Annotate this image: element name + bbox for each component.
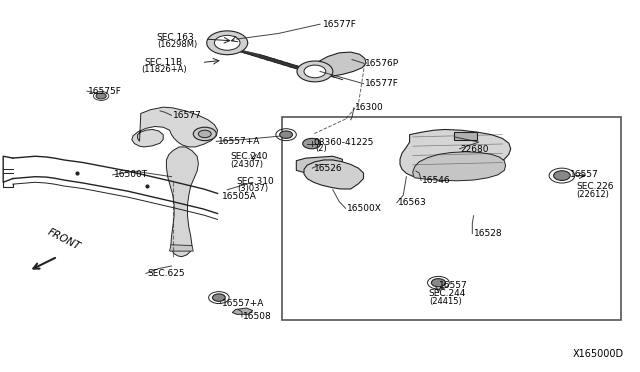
Text: (22612): (22612)	[576, 190, 609, 199]
Polygon shape	[214, 44, 342, 80]
Circle shape	[193, 127, 216, 141]
Circle shape	[207, 31, 248, 55]
Circle shape	[431, 279, 445, 287]
Text: 16500T: 16500T	[114, 170, 148, 179]
Bar	[282, 117, 621, 320]
Text: (16298M): (16298M)	[157, 40, 197, 49]
Text: (2): (2)	[316, 144, 327, 153]
Text: SEC.163: SEC.163	[157, 33, 195, 42]
Text: 16577: 16577	[173, 111, 202, 120]
Text: 16575F: 16575F	[88, 87, 122, 96]
Polygon shape	[296, 156, 342, 173]
Text: (11826+A): (11826+A)	[141, 65, 186, 74]
Bar	[454, 132, 477, 140]
Circle shape	[303, 138, 321, 149]
Polygon shape	[312, 52, 366, 76]
Text: 16500X: 16500X	[347, 204, 381, 213]
Polygon shape	[170, 245, 193, 251]
Circle shape	[214, 35, 240, 50]
Circle shape	[304, 65, 326, 78]
Text: 22680: 22680	[461, 145, 490, 154]
Polygon shape	[304, 160, 364, 189]
Text: SEC.310: SEC.310	[237, 177, 275, 186]
Polygon shape	[400, 129, 511, 178]
Text: 08360-41225: 08360-41225	[314, 138, 374, 147]
Text: 16526: 16526	[314, 164, 342, 173]
Text: SEC.240: SEC.240	[230, 153, 268, 161]
Text: 16528: 16528	[474, 229, 502, 238]
Text: 16557: 16557	[439, 281, 468, 290]
Circle shape	[554, 171, 570, 180]
Circle shape	[96, 93, 106, 99]
Circle shape	[198, 130, 211, 138]
Text: 16505A: 16505A	[222, 192, 257, 201]
Text: SEC.625: SEC.625	[147, 269, 185, 278]
Text: 16546: 16546	[422, 176, 451, 185]
Polygon shape	[132, 107, 218, 147]
Circle shape	[212, 294, 225, 301]
Text: SEC.11B: SEC.11B	[144, 58, 182, 67]
Polygon shape	[232, 308, 253, 314]
Text: SEC.226: SEC.226	[576, 182, 614, 191]
Text: 16557: 16557	[570, 170, 598, 179]
Text: SEC.244: SEC.244	[429, 289, 466, 298]
Text: 16557+A: 16557+A	[218, 137, 260, 146]
Text: 16577F: 16577F	[365, 79, 399, 88]
Circle shape	[280, 131, 292, 138]
Text: 16563: 16563	[398, 198, 427, 207]
Text: 16508: 16508	[243, 312, 272, 321]
Text: FRONT: FRONT	[46, 227, 83, 252]
Text: (24415): (24415)	[429, 297, 461, 306]
Polygon shape	[413, 152, 506, 181]
Circle shape	[297, 61, 333, 82]
Text: 16576P: 16576P	[365, 59, 399, 68]
Text: 16557+A: 16557+A	[222, 299, 264, 308]
Text: X165000D: X165000D	[573, 349, 624, 359]
Text: 16300: 16300	[355, 103, 384, 112]
Polygon shape	[166, 147, 198, 257]
Text: (24307): (24307)	[230, 160, 264, 169]
Text: 16577F: 16577F	[323, 20, 357, 29]
Text: (3)037): (3)037)	[237, 185, 268, 193]
